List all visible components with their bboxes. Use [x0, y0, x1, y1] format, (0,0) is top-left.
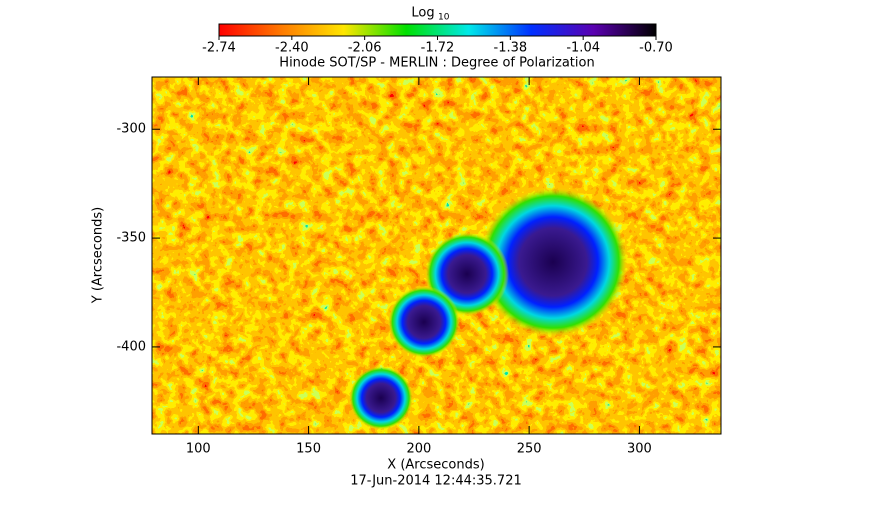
colorbar: [218, 23, 657, 37]
colorbar-tick-label: -1.38: [494, 41, 528, 56]
y-tick-label: -350: [116, 231, 146, 246]
chart-title: Hinode SOT/SP - MERLIN : Degree of Polar…: [279, 56, 594, 71]
colorbar-tick-label: -1.72: [421, 41, 455, 56]
y-tick-label: -400: [116, 339, 146, 354]
x-tick-label: 250: [517, 442, 542, 457]
y-tick-label: -300: [116, 122, 146, 137]
plot-frame: [151, 76, 722, 435]
colorbar-tick-label: -2.74: [202, 41, 236, 56]
x-tick-label: 200: [406, 442, 431, 457]
footer-date: 17-Jun-2014 12:44:35.721: [350, 474, 522, 489]
x-tick-label: 150: [296, 442, 321, 457]
colorbar-title: Log: [411, 6, 434, 21]
colorbar-tick-label: -2.06: [348, 41, 382, 56]
colorbar-tick-label: -0.70: [639, 41, 673, 56]
colorbar-tick-label: -1.04: [566, 41, 600, 56]
colorbar-tick-label: -2.40: [275, 41, 309, 56]
colorbar-title-subscript: 10: [438, 13, 450, 23]
x-tick-label: 300: [627, 442, 652, 457]
x-axis-label: X (Arcseconds): [387, 458, 484, 473]
y-axis-label: Y (Arcseconds): [91, 207, 106, 304]
x-tick-label: 100: [186, 442, 211, 457]
image-field: [152, 77, 721, 434]
